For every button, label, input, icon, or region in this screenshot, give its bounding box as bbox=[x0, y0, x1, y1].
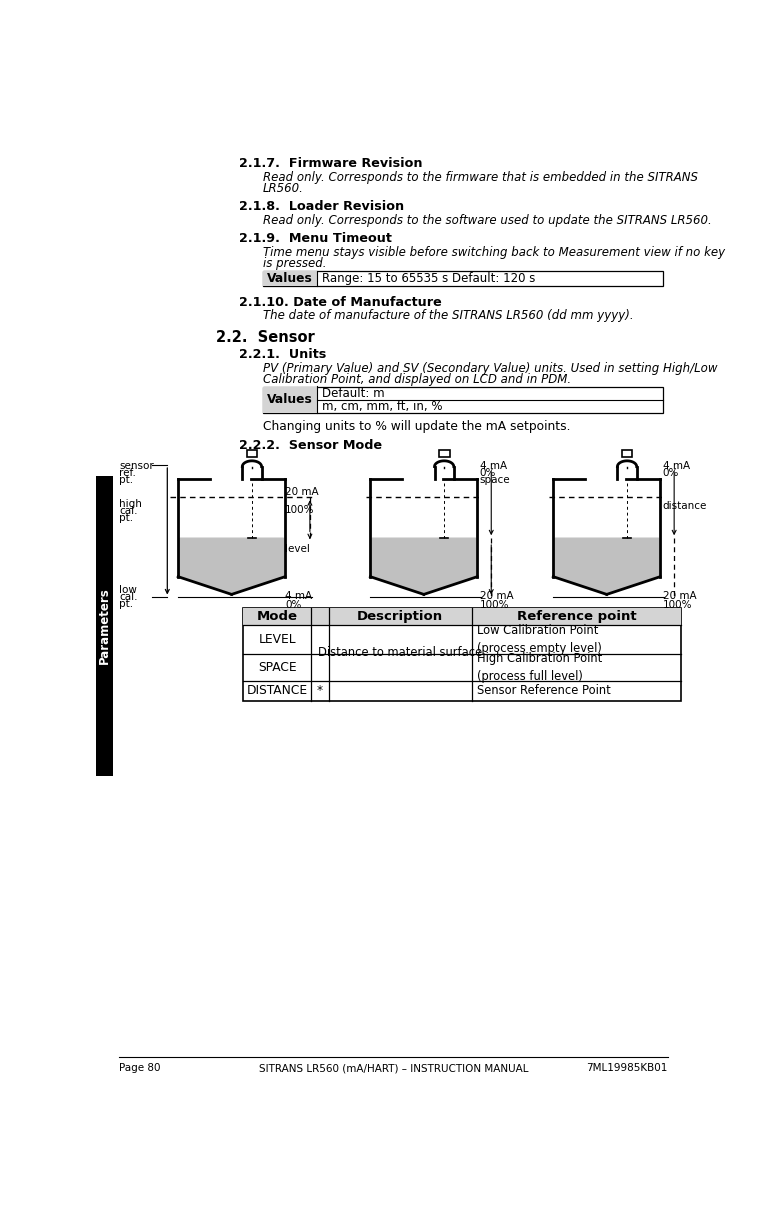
Bar bbox=[263, 271, 664, 286]
Bar bbox=[243, 608, 681, 625]
Text: pt.: pt. bbox=[119, 475, 134, 485]
Text: 2.2.2.  Sensor Mode: 2.2.2. Sensor Mode bbox=[240, 439, 382, 452]
Polygon shape bbox=[180, 538, 283, 595]
Text: space: space bbox=[480, 475, 510, 485]
Text: LEVEL: LEVEL bbox=[259, 633, 296, 646]
Text: 100%: 100% bbox=[480, 599, 509, 610]
Text: pt.: pt. bbox=[119, 599, 134, 609]
Bar bbox=[247, 450, 257, 457]
Text: 0%: 0% bbox=[285, 599, 302, 610]
Text: Parameters: Parameters bbox=[98, 587, 111, 665]
Bar bbox=[439, 450, 449, 457]
Text: 2.2.1.  Units: 2.2.1. Units bbox=[240, 349, 326, 361]
Text: Description: Description bbox=[357, 610, 443, 624]
Text: *: * bbox=[317, 684, 323, 697]
Text: 0%: 0% bbox=[480, 468, 496, 478]
Text: Values: Values bbox=[266, 273, 313, 285]
Text: ref.: ref. bbox=[119, 468, 136, 478]
Bar bbox=[243, 608, 681, 701]
Text: Read only. Corresponds to the software used to update the SITRANS LR560.: Read only. Corresponds to the software u… bbox=[263, 213, 711, 227]
Text: Page 80: Page 80 bbox=[119, 1064, 161, 1073]
Text: cal.: cal. bbox=[119, 592, 137, 602]
Text: Distance to material surface: Distance to material surface bbox=[318, 646, 482, 660]
Text: 2.1.9.  Menu Timeout: 2.1.9. Menu Timeout bbox=[240, 233, 392, 246]
Text: 2.1.10. Date of Manufacture: 2.1.10. Date of Manufacture bbox=[240, 295, 442, 309]
Text: Default: m: Default: m bbox=[322, 387, 384, 399]
Text: Values: Values bbox=[266, 393, 313, 406]
Text: high: high bbox=[119, 499, 142, 509]
Bar bbox=[263, 386, 664, 412]
Text: 2.1.8.  Loader Revision: 2.1.8. Loader Revision bbox=[240, 200, 405, 213]
Text: Mode: Mode bbox=[257, 610, 298, 624]
Text: 100%: 100% bbox=[663, 599, 692, 610]
Text: Range: 15 to 65535 s Default: 120 s: Range: 15 to 65535 s Default: 120 s bbox=[322, 273, 535, 285]
Text: High Calibration Point
(process full level): High Calibration Point (process full lev… bbox=[476, 652, 602, 683]
Text: 2.2.  Sensor: 2.2. Sensor bbox=[216, 329, 315, 345]
Text: m, cm, mm, ft, in, %: m, cm, mm, ft, in, % bbox=[322, 399, 442, 412]
Polygon shape bbox=[554, 538, 659, 595]
Text: level: level bbox=[285, 544, 310, 555]
Text: 2.1.7.  Firmware Revision: 2.1.7. Firmware Revision bbox=[240, 157, 423, 170]
Text: is pressed.: is pressed. bbox=[263, 257, 326, 270]
Text: LR560.: LR560. bbox=[263, 182, 303, 194]
Text: SITRANS LR560 (mA/HART) – INSTRUCTION MANUAL: SITRANS LR560 (mA/HART) – INSTRUCTION MA… bbox=[259, 1064, 528, 1073]
Text: Calibration Point, and displayed on LCD and in PDM.: Calibration Point, and displayed on LCD … bbox=[263, 373, 571, 386]
Bar bbox=[263, 271, 317, 286]
Text: cal.: cal. bbox=[119, 505, 137, 516]
Text: 20 mA: 20 mA bbox=[480, 591, 513, 602]
Text: 7ML19985KB01: 7ML19985KB01 bbox=[587, 1064, 668, 1073]
Text: 4 mA: 4 mA bbox=[285, 591, 313, 602]
Text: Low Calibration Point
(process empty level): Low Calibration Point (process empty lev… bbox=[476, 625, 601, 655]
Text: low: low bbox=[119, 585, 137, 595]
Text: Changing units to % will update the mA setpoints.: Changing units to % will update the mA s… bbox=[263, 421, 570, 433]
Bar bbox=[96, 476, 113, 777]
Bar bbox=[263, 386, 317, 412]
Text: Sensor Reference Point: Sensor Reference Point bbox=[476, 684, 611, 697]
Text: Read only. Corresponds to the firmware that is embedded in the SITRANS: Read only. Corresponds to the firmware t… bbox=[263, 171, 697, 183]
Text: Time menu stays visible before switching back to Measurement view if no key: Time menu stays visible before switching… bbox=[263, 246, 725, 259]
Text: sensor: sensor bbox=[119, 461, 154, 472]
Text: 100%: 100% bbox=[285, 505, 315, 515]
Text: 4 mA: 4 mA bbox=[480, 461, 507, 472]
Text: 20 mA: 20 mA bbox=[285, 486, 319, 497]
Text: DISTANCE: DISTANCE bbox=[247, 684, 308, 697]
Text: pt.: pt. bbox=[119, 513, 134, 522]
Polygon shape bbox=[372, 538, 475, 595]
Text: 4 mA: 4 mA bbox=[663, 461, 690, 472]
Text: Reference point: Reference point bbox=[517, 610, 637, 624]
Text: distance: distance bbox=[663, 502, 707, 511]
Text: PV (Primary Value) and SV (Secondary Value) units. Used in setting High/Low: PV (Primary Value) and SV (Secondary Val… bbox=[263, 362, 717, 375]
Text: SPACE: SPACE bbox=[258, 661, 296, 674]
Text: 20 mA: 20 mA bbox=[663, 591, 696, 602]
Text: The date of manufacture of the SITRANS LR560 (dd mm yyyy).: The date of manufacture of the SITRANS L… bbox=[263, 310, 634, 322]
Bar bbox=[621, 450, 633, 457]
Text: 0%: 0% bbox=[663, 468, 679, 478]
